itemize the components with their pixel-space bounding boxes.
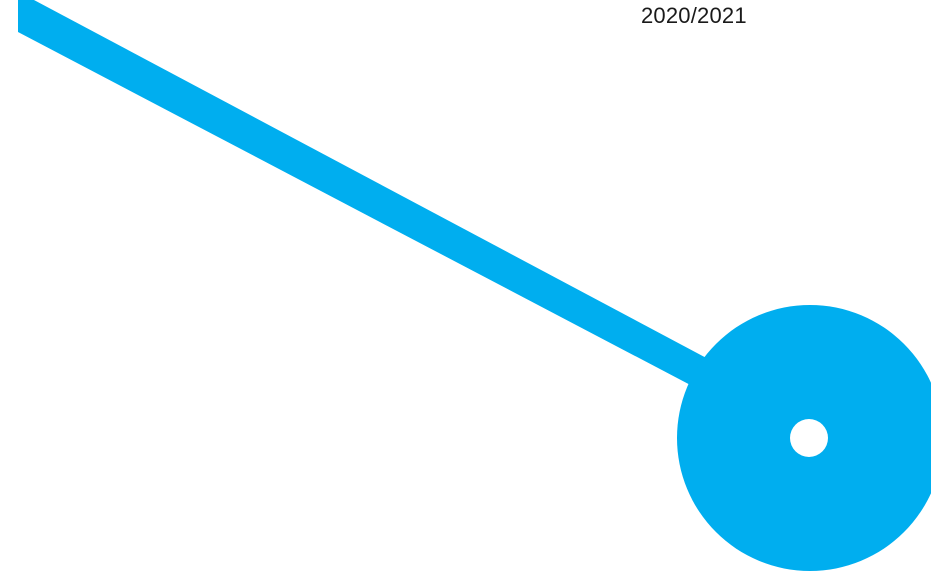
pin-hole [790,419,828,457]
year-range-label: 2020/2021 [641,3,747,28]
pin-line [18,0,712,389]
